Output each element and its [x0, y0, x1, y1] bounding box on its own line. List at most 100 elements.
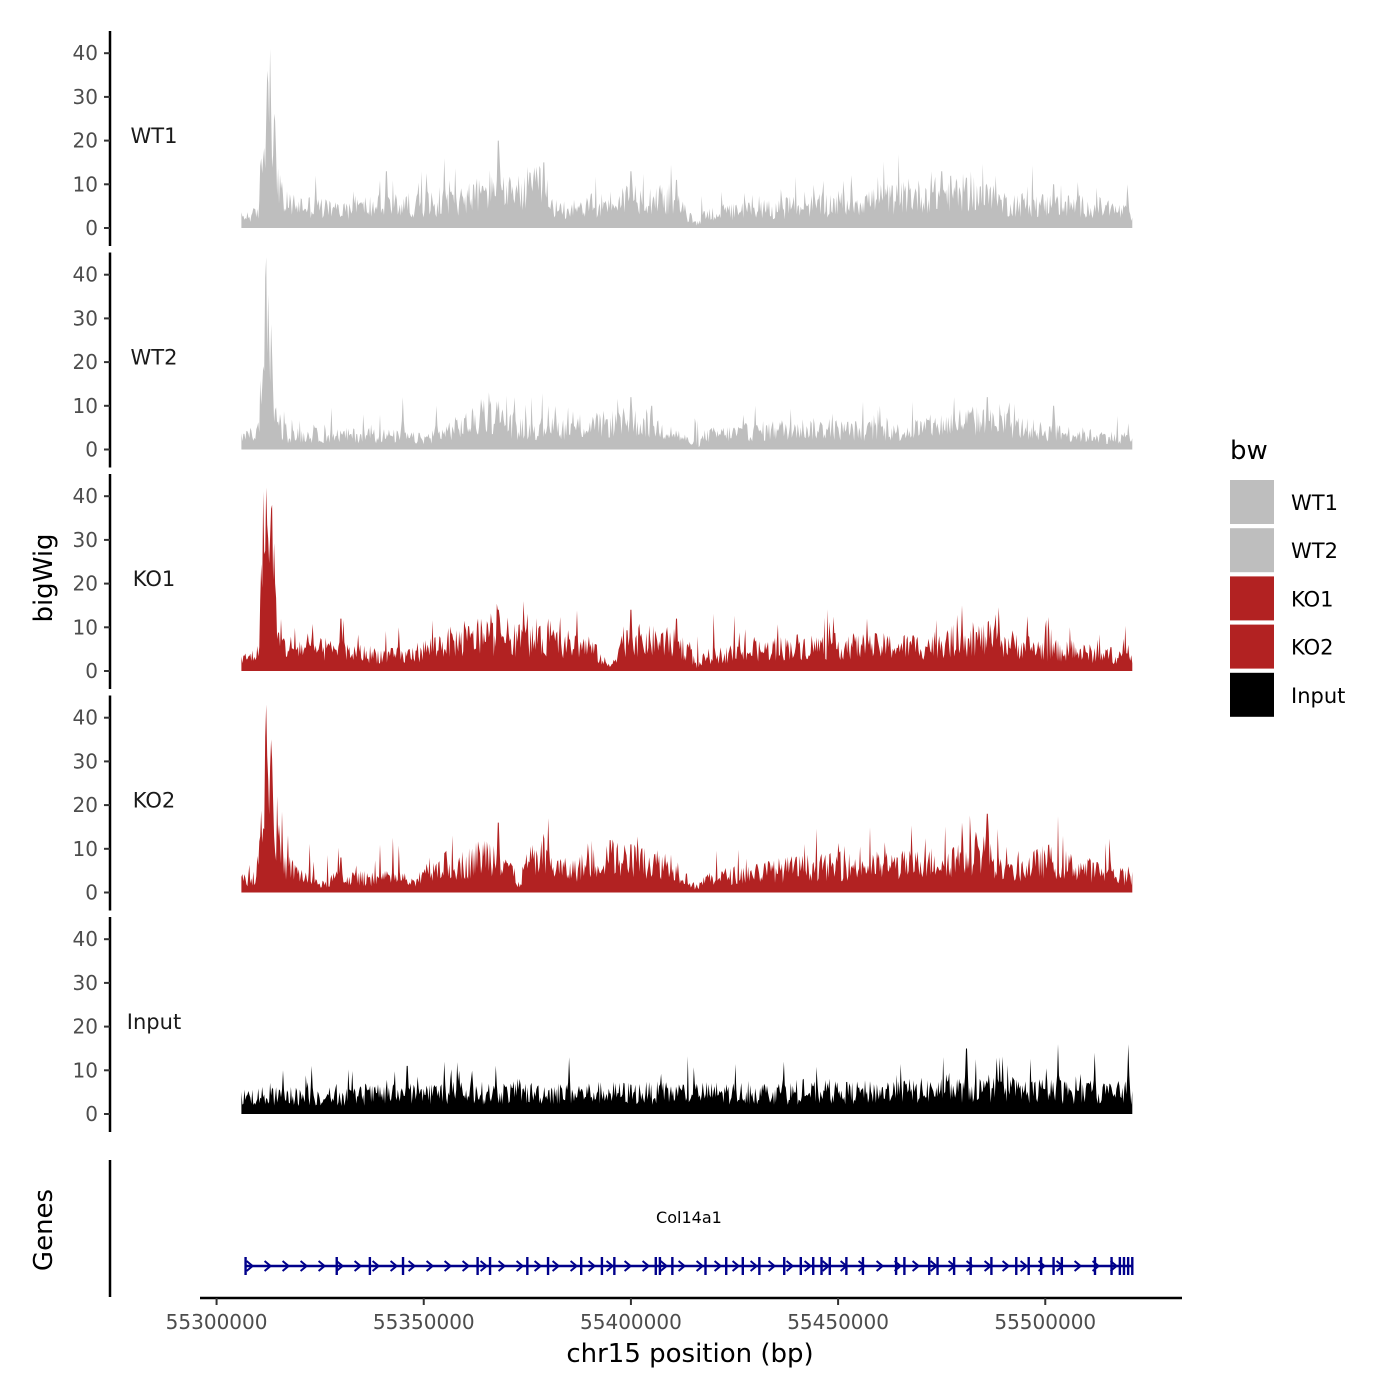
legend-label-ko2: KO2: [1291, 636, 1334, 660]
strand-arrow: [875, 1260, 885, 1272]
legend-key-input: [1230, 672, 1274, 717]
legend-title: bw: [1230, 436, 1268, 466]
strand-arrow: [713, 1260, 723, 1272]
exon-mark: [799, 1257, 803, 1275]
strand-arrow: [605, 1260, 615, 1272]
y-tick-label: 40: [73, 706, 98, 730]
exon-mark: [1110, 1257, 1113, 1275]
signal-area-wt2: [241, 257, 1133, 450]
exon-mark: [1131, 1257, 1134, 1275]
y-tick-label: 20: [73, 350, 98, 374]
x-axis-title: chr15 position (bp): [566, 1339, 813, 1369]
legend-key-ko2: [1230, 624, 1274, 669]
strand-arrow: [245, 1260, 255, 1272]
legend-key-wt1: [1230, 480, 1274, 524]
strand-arrow: [1019, 1260, 1029, 1272]
exon-mark: [1027, 1257, 1030, 1275]
strand-arrow: [353, 1260, 363, 1272]
signal-area-input: [241, 1044, 1133, 1114]
track-name-label: WT2: [131, 346, 178, 370]
exon-mark: [335, 1257, 338, 1275]
strand-arrow: [965, 1260, 975, 1272]
strand-arrow: [371, 1260, 381, 1272]
signal-area-wt1: [241, 48, 1133, 228]
exon-mark: [928, 1257, 931, 1275]
track-name-label: WT1: [131, 124, 178, 148]
exon-mark: [671, 1257, 674, 1275]
strand-arrow: [389, 1260, 399, 1272]
legend-label-wt1: WT1: [1291, 491, 1338, 515]
strand-arrow: [479, 1260, 489, 1272]
exon-mark: [1060, 1257, 1064, 1275]
y-tick-label: 0: [85, 216, 98, 240]
strand-arrow: [317, 1260, 327, 1272]
exon-mark: [1093, 1257, 1097, 1275]
signal-area-ko1: [241, 487, 1133, 671]
y-tick-label: 40: [73, 263, 98, 287]
y-tick-label: 40: [73, 41, 98, 65]
strand-arrow: [587, 1260, 597, 1272]
x-tick-label: 55400000: [580, 1310, 682, 1334]
exon-mark: [1039, 1257, 1043, 1275]
strand-arrow: [857, 1260, 867, 1272]
exon-mark: [758, 1257, 761, 1275]
y-tick-label: 10: [73, 615, 98, 639]
y-tick-label: 30: [73, 971, 98, 995]
exon-mark: [488, 1257, 492, 1275]
legend-key-wt2: [1230, 528, 1274, 573]
y-tick-label: 0: [85, 881, 98, 905]
exon-mark: [1122, 1257, 1126, 1275]
strand-arrow: [497, 1260, 507, 1272]
exon-mark: [990, 1257, 993, 1275]
strand-arrow: [731, 1260, 741, 1272]
x-tick-label: 55350000: [373, 1310, 475, 1334]
track-panel-ko1: 0 10 20 30 40 KO1: [73, 474, 1133, 689]
legend-label-input: Input: [1291, 684, 1345, 708]
exon-mark: [401, 1257, 405, 1275]
track-name-label: Input: [127, 1010, 181, 1034]
exon-mark: [820, 1257, 823, 1275]
x-tick-label: 55500000: [994, 1310, 1096, 1334]
exon-mark: [476, 1257, 479, 1275]
track-panel-wt1: 0 10 20 30 40 WT1: [73, 31, 1133, 246]
exon-mark: [526, 1257, 529, 1275]
gene-name-label: Col14a1: [656, 1208, 722, 1227]
x-axis: 55300000 55350000 55400000 55450000 55500000: [166, 1296, 1182, 1334]
y-tick-label: 10: [73, 172, 98, 196]
exon-mark: [1052, 1257, 1055, 1275]
strand-arrow: [263, 1260, 273, 1272]
y-tick-label: 20: [73, 1015, 98, 1039]
x-tick-label: 55300000: [166, 1310, 268, 1334]
strand-arrow: [551, 1260, 561, 1272]
exon-mark: [894, 1257, 898, 1275]
gene-track: Col14a1: [108, 1160, 1134, 1297]
exon-mark: [1118, 1257, 1122, 1275]
y-tick-label: 10: [73, 837, 98, 861]
exon-mark: [828, 1257, 832, 1275]
signal-tracks: 0 10 20 30 40 WT1 0 10 20 30 40 WT2 0 10 20 30 40 KO1 0 10 2…: [73, 31, 1133, 1132]
strand-arrow: [461, 1260, 471, 1272]
track-panel-wt2: 0 10 20 30 40 WT2: [73, 252, 1133, 468]
exon-mark: [658, 1257, 662, 1275]
strand-arrow: [569, 1260, 579, 1272]
y-tick-label: 20: [73, 793, 98, 817]
y-tick-label: 30: [73, 306, 98, 330]
strand-arrow: [803, 1260, 813, 1272]
strand-arrow: [659, 1260, 669, 1272]
exon-mark: [1126, 1257, 1130, 1275]
y-axis-title: bigWig: [29, 533, 59, 622]
strand-arrow: [533, 1260, 543, 1272]
exon-mark: [654, 1257, 657, 1275]
strand-arrow: [785, 1260, 795, 1272]
y-tick-label: 0: [85, 438, 98, 462]
exon-mark: [579, 1257, 583, 1275]
strand-arrow: [1001, 1260, 1011, 1272]
y-tick-label: 30: [73, 749, 98, 773]
y-tick-label: 30: [73, 85, 98, 109]
strand-arrow: [911, 1260, 921, 1272]
y-tick-label: 0: [85, 1102, 98, 1126]
strand-arrow: [407, 1260, 417, 1272]
strand-arrow: [677, 1260, 687, 1272]
strand-arrow: [443, 1260, 453, 1272]
